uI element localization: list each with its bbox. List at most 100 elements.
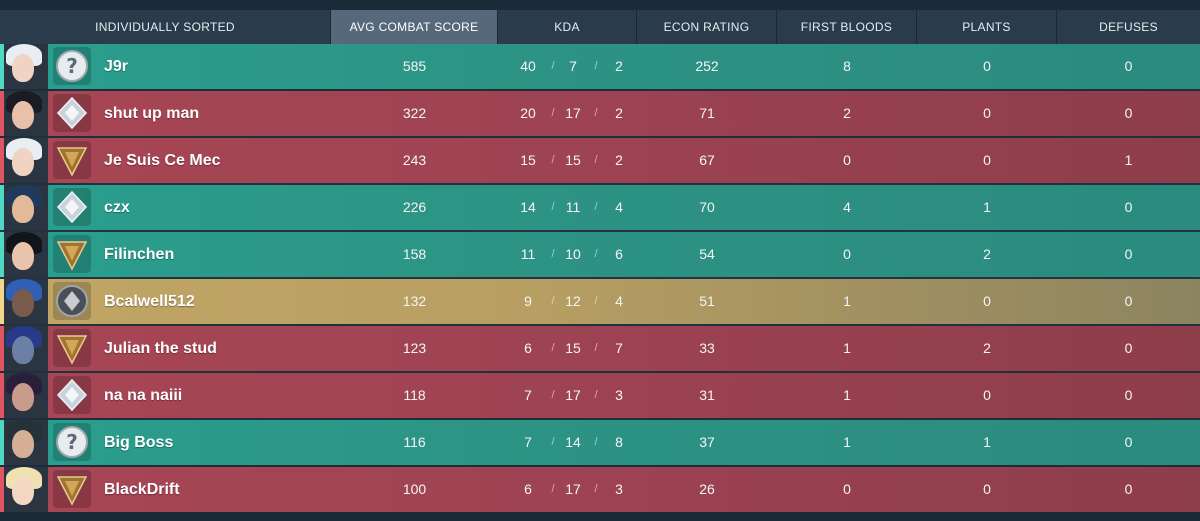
kda-separator: / <box>594 389 598 401</box>
kills: 7 <box>524 434 532 450</box>
kda-separator: / <box>551 436 555 448</box>
player-row[interactable]: ? J9r 585 40 / 7 / 2 252 8 0 0 <box>0 44 1200 89</box>
player-name[interactable]: Julian the stud <box>104 340 217 357</box>
bronze-rank-icon <box>53 235 91 273</box>
econ-rating: 67 <box>699 152 715 168</box>
player-row[interactable]: shut up man 322 20/17/2 71 2 0 0 <box>0 91 1200 136</box>
unranked-icon: ? <box>53 423 91 461</box>
silver-rank-icon <box>53 376 91 414</box>
svg-text:?: ? <box>66 430 78 454</box>
header-plants[interactable]: PLANTS <box>917 10 1057 44</box>
header-avg-combat-score[interactable]: AVG COMBAT SCORE <box>331 10 498 44</box>
avg-combat-score: 116 <box>403 434 426 450</box>
agent-jett-icon <box>4 138 48 183</box>
agent-chamber-icon <box>4 420 48 465</box>
player-name[interactable]: shut up man <box>104 105 200 122</box>
kills: 14 <box>520 199 536 215</box>
plants: 2 <box>983 246 991 262</box>
team-stripe <box>0 232 4 277</box>
team-stripe <box>0 91 4 136</box>
iron-rank-icon <box>53 282 91 320</box>
assists: 2 <box>615 58 623 74</box>
kda-separator: / <box>551 107 555 119</box>
assists: 3 <box>615 481 623 497</box>
avg-combat-score: 123 <box>402 340 427 356</box>
player-row[interactable]: Bcalwell512 132 9 / 12 / 4 51 1 0 0 <box>0 279 1200 324</box>
avg-combat-score: 322 <box>402 105 427 121</box>
kda-separator: / <box>551 342 555 354</box>
deaths: 17 <box>565 387 581 403</box>
unranked-icon: ? <box>53 47 91 85</box>
deaths: 12 <box>565 293 581 309</box>
econ-rating: 252 <box>695 58 719 74</box>
assists: 2 <box>615 105 623 121</box>
kda-separator: / <box>594 154 598 166</box>
kda-separator: / <box>551 201 555 213</box>
plants: 1 <box>983 434 991 450</box>
silver-rank-icon <box>53 188 91 226</box>
player-row[interactable]: Julian the stud 123 6 / 15 / 7 33 1 2 0 <box>0 326 1200 371</box>
kda-separator: / <box>594 60 598 72</box>
deaths: 17 <box>565 105 581 121</box>
assists: 7 <box>615 340 623 356</box>
first-bloods: 8 <box>843 58 851 74</box>
assists: 8 <box>615 434 623 450</box>
plants: 0 <box>983 152 991 168</box>
silver-rank-icon <box>53 94 91 132</box>
first-bloods: 0 <box>843 246 851 262</box>
first-bloods: 0 <box>843 152 851 168</box>
assists: 4 <box>615 293 623 309</box>
agent-astra-icon <box>4 279 48 324</box>
player-row[interactable]: Je Suis Ce Mec 243 15 / 15 / 2 67 0 0 1 <box>0 138 1200 183</box>
agent-reyna-icon <box>4 373 48 418</box>
header-kda[interactable]: KDA <box>498 10 637 44</box>
defuses: 0 <box>1124 340 1133 356</box>
player-name[interactable]: na na naiii <box>104 387 183 404</box>
player-row[interactable]: BlackDrift 100 6 / 17 / 3 26 0 0 0 <box>0 467 1200 512</box>
defuses: 0 <box>1124 58 1133 74</box>
player-row[interactable]: na na naiii 118 7 / 17 / 3 31 1 0 0 <box>0 373 1200 418</box>
avg-combat-score: 585 <box>402 58 427 74</box>
player-row[interactable]: Filinchen 158 11 / 10 / 6 54 0 2 0 <box>0 232 1200 277</box>
player-name[interactable]: Bcalwell512 <box>104 293 195 310</box>
defuses: 0 <box>1124 481 1133 497</box>
avg-combat-score: 158 <box>402 246 427 262</box>
player-name[interactable]: Je Suis Ce Mec <box>104 152 221 169</box>
econ-rating: 37 <box>699 434 715 450</box>
deaths: 15 <box>565 152 581 168</box>
player-name[interactable]: J9r <box>104 58 129 75</box>
kda-separator: / <box>551 154 555 166</box>
first-bloods: 1 <box>843 434 851 450</box>
header-first-bloods[interactable]: FIRST BLOODS <box>777 10 917 44</box>
plants: 2 <box>983 340 991 356</box>
plants: 1 <box>983 199 991 215</box>
kda-separator: / <box>594 248 598 260</box>
player-name[interactable]: Big Boss <box>104 434 174 451</box>
kills: 9 <box>524 293 532 309</box>
player-row[interactable]: czx 226 14 / 11 / 4 70 4 1 0 <box>0 185 1200 230</box>
econ-rating: 33 <box>699 340 715 356</box>
header-econ-rating[interactable]: ECON RATING <box>637 10 777 44</box>
deaths: 10 <box>565 246 581 262</box>
assists: 4 <box>615 199 623 215</box>
econ-rating: 70 <box>699 199 715 215</box>
header-defuses[interactable]: DEFUSES <box>1057 10 1200 44</box>
player-name[interactable]: Filinchen <box>104 246 175 263</box>
header-individually-sorted[interactable]: INDIVIDUALLY SORTED <box>0 10 331 44</box>
kda-separator: / <box>551 60 555 72</box>
kills: 40 <box>520 58 536 74</box>
deaths: 17 <box>565 481 581 497</box>
scoreboard-header: INDIVIDUALLY SORTED AVG COMBAT SCORE KDA… <box>0 10 1200 44</box>
team-stripe <box>0 279 4 324</box>
econ-rating: 31 <box>699 387 715 403</box>
kda-separator: / <box>551 248 555 260</box>
econ-rating: 26 <box>699 481 715 497</box>
defuses: 0 <box>1124 434 1133 450</box>
team-stripe <box>0 420 4 465</box>
player-name[interactable]: BlackDrift <box>104 481 180 498</box>
player-name[interactable]: czx <box>104 199 130 216</box>
player-row[interactable]: ? Big Boss 116 7 / 14 / 8 37 1 1 0 <box>0 420 1200 465</box>
agent-sage-icon <box>4 232 48 277</box>
team-stripe <box>0 44 4 89</box>
